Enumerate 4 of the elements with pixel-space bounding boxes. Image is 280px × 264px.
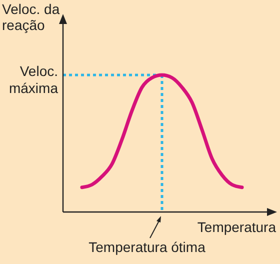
ref-line-label: Veloc. máxima: [8, 63, 58, 96]
x-axis-title: Temperatura: [197, 219, 276, 235]
y-axis-title: Veloc. da reação: [2, 1, 60, 33]
text: Temperatura ótima: [88, 239, 206, 255]
